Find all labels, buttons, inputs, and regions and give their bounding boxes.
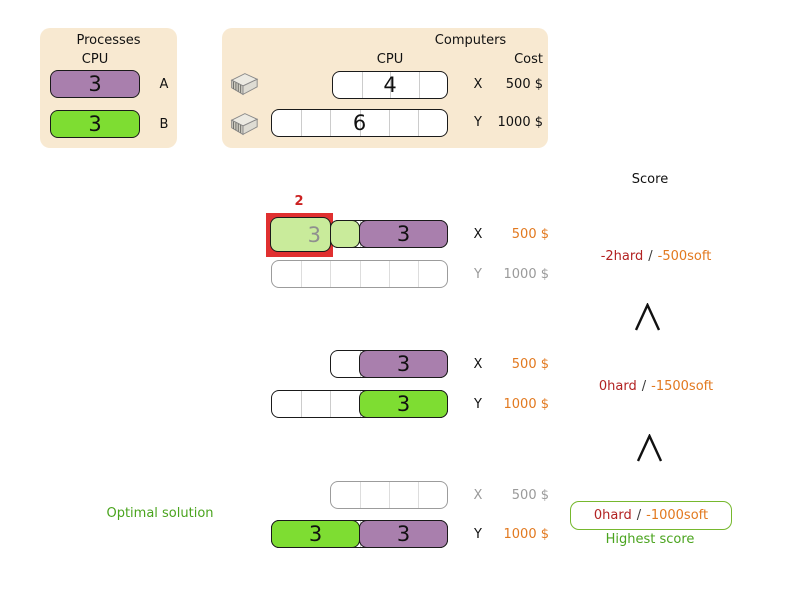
- cell-divider: [330, 110, 331, 136]
- score-order-caret-icon: [634, 303, 661, 331]
- process-b-segment: 3: [359, 390, 448, 418]
- computer-x-cost: 500 $: [505, 77, 543, 92]
- processes-cpu-header: CPU: [81, 52, 109, 67]
- cell-divider: [330, 391, 331, 417]
- computer-y-cost: 1000 $: [497, 115, 544, 130]
- process-b-cpu-value: 3: [308, 522, 323, 546]
- optimal-solution-label: Optimal solution: [106, 506, 214, 521]
- score-hard: 0hard: [593, 507, 632, 523]
- solution3-y-label: Y: [474, 527, 482, 542]
- computer-x-label: X: [473, 77, 483, 92]
- cell-divider: [301, 391, 302, 417]
- computers-cpu-header: CPU: [376, 52, 404, 67]
- score-soft: -1500soft: [651, 379, 714, 394]
- score-separator: /: [636, 507, 642, 523]
- solution2-x-cost: 500 $: [511, 357, 549, 372]
- processes-panel-title: Processes: [76, 33, 141, 48]
- process-a-label: A: [159, 77, 169, 92]
- computer-y-cpu-bar: 6: [271, 109, 448, 137]
- cell-divider: [330, 261, 331, 287]
- process-a-cpu-value: 3: [396, 352, 411, 376]
- cell-divider: [389, 482, 390, 508]
- computer-x-capacity-value: 4: [383, 73, 397, 97]
- computer-x-cpu-bar: 4: [332, 71, 448, 99]
- computer-icon: [230, 73, 259, 96]
- solution1-score: -2hard / -500soft: [566, 249, 746, 265]
- solution3-x-cost: 500 $: [511, 488, 549, 503]
- overload-count: 2: [294, 194, 304, 209]
- score-hard: -2hard: [600, 249, 644, 264]
- cell-divider: [418, 261, 419, 287]
- computer-y-label: Y: [474, 115, 482, 130]
- solution1-x-cost: 500 $: [511, 227, 549, 242]
- computers-cost-header: Cost: [514, 52, 543, 67]
- cell-divider: [360, 261, 361, 287]
- solution2-score: 0hard / -1500soft: [566, 379, 746, 395]
- process-a-cpu-value: 3: [88, 72, 102, 96]
- process-a-segment: 3: [359, 520, 448, 548]
- solution3-x-label: X: [473, 488, 483, 503]
- process-b-inside-segment: [330, 220, 360, 248]
- solution2-x-label: X: [473, 357, 483, 372]
- score-separator: /: [641, 379, 647, 394]
- process-a-segment: 3: [359, 220, 448, 248]
- process-b-bar: 3: [50, 110, 140, 138]
- cell-divider: [419, 72, 420, 98]
- process-a-segment: 3: [359, 350, 448, 378]
- score-hard: 0hard: [598, 379, 637, 394]
- highest-score-label: Highest score: [605, 532, 695, 547]
- solution1-y-label: Y: [474, 267, 482, 282]
- solution1-x-label: X: [473, 227, 483, 242]
- solution2-y-label: Y: [474, 397, 482, 412]
- process-b-overflow-segment: 3: [270, 217, 331, 252]
- cell-divider: [418, 482, 419, 508]
- cell-divider: [360, 110, 361, 136]
- solution3-y-cost: 1000 $: [503, 527, 550, 542]
- process-a-cpu-value: 3: [396, 522, 411, 546]
- score-soft: -1000soft: [646, 507, 709, 523]
- process-b-cpu-value: 3: [88, 112, 102, 136]
- process-b-segment: 3: [271, 520, 360, 548]
- computer-y-capacity-value: 6: [352, 111, 367, 135]
- score-separator: /: [648, 249, 653, 264]
- cell-divider: [389, 261, 390, 287]
- process-a-bar: 3: [50, 70, 140, 98]
- process-b-cpu-value: 3: [396, 392, 411, 416]
- cell-divider: [389, 110, 390, 136]
- score-header: Score: [631, 172, 669, 187]
- solution3-score: 0hard / -1000soft: [594, 508, 708, 524]
- cell-divider: [418, 110, 419, 136]
- cell-divider: [360, 482, 361, 508]
- solution3-computer-x-bar: [330, 481, 448, 509]
- solution2-y-cost: 1000 $: [503, 397, 550, 412]
- score-order-caret-icon: [636, 434, 663, 462]
- cell-divider: [390, 72, 391, 98]
- computer-icon: [230, 113, 259, 136]
- process-b-label: B: [159, 117, 169, 132]
- process-a-cpu-value: 3: [396, 222, 411, 246]
- solution1-computer-y-bar: [271, 260, 448, 288]
- cell-divider: [362, 72, 363, 98]
- solution1-y-cost: 1000 $: [503, 267, 550, 282]
- cell-divider: [301, 110, 302, 136]
- cell-divider: [301, 261, 302, 287]
- best-score-box: 0hard / -1000soft: [570, 501, 732, 530]
- score-soft: -500soft: [657, 249, 712, 264]
- process-b-cpu-value: 3: [307, 222, 321, 247]
- computers-panel-title: Computers: [434, 33, 507, 48]
